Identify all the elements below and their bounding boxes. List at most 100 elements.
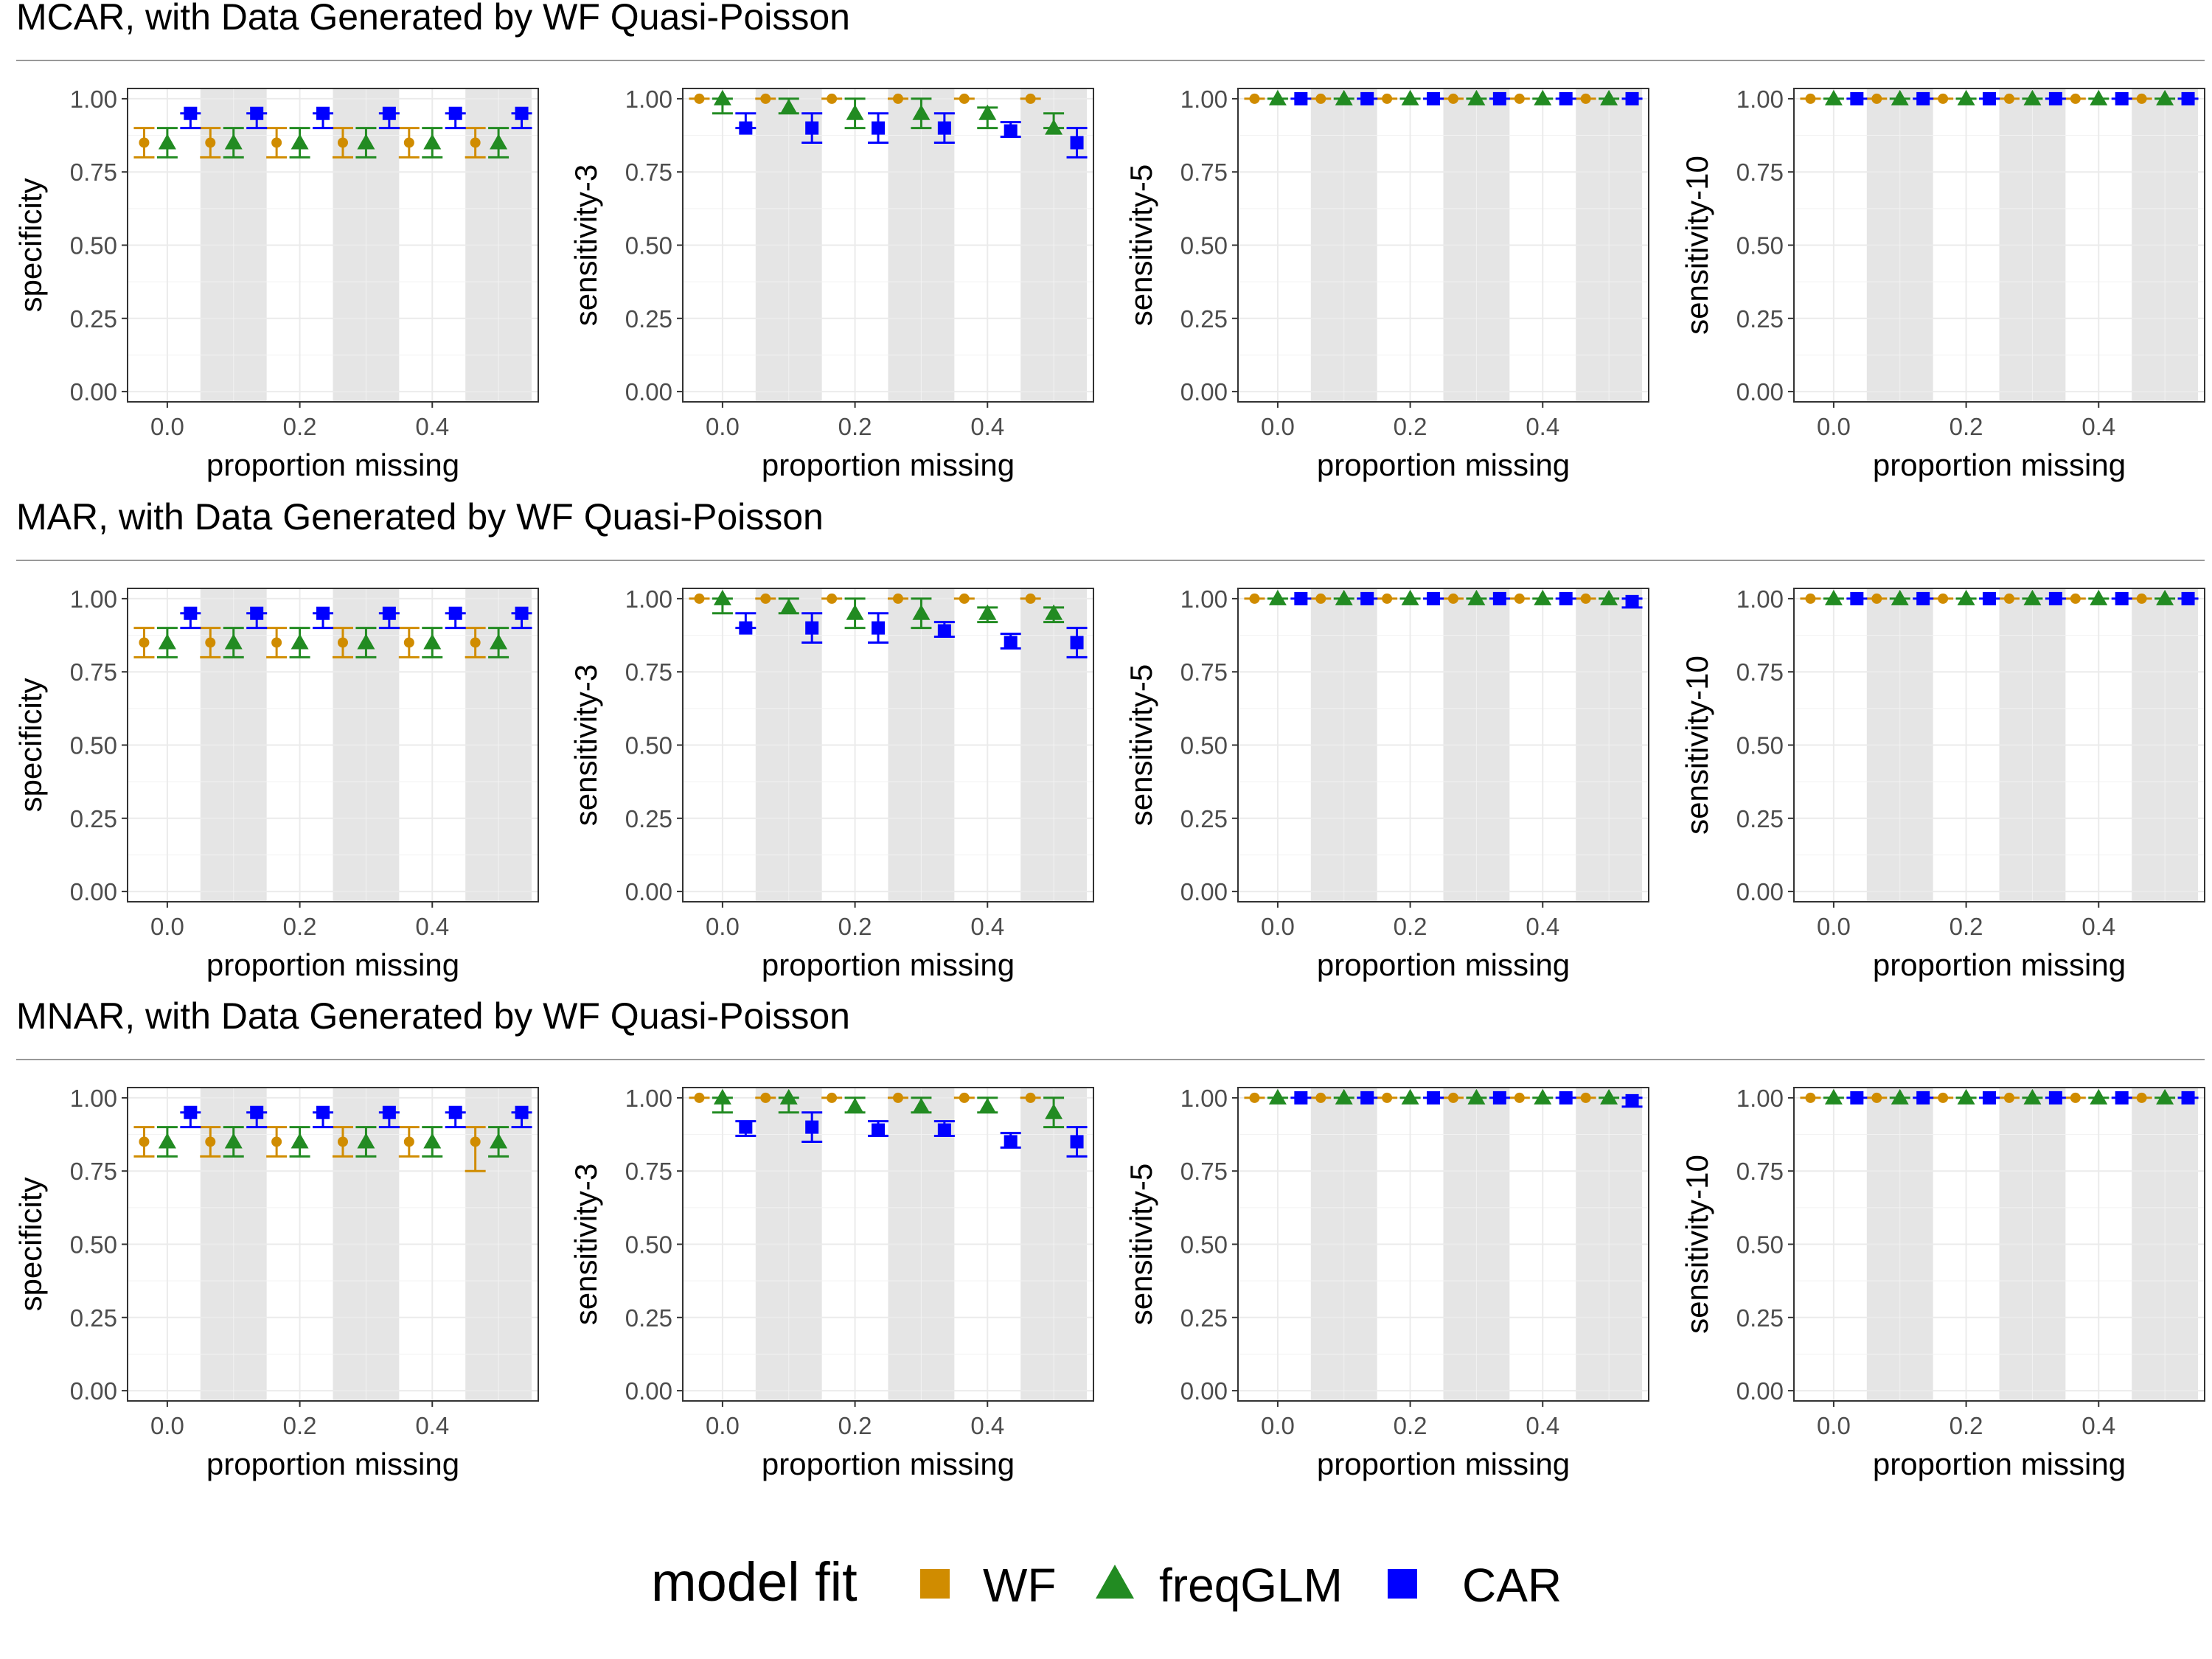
point-triangle (779, 1088, 798, 1105)
series-WF (1800, 1092, 2152, 1103)
y-tick-label: 0.00 (70, 878, 117, 905)
point-square (184, 106, 198, 120)
y-tick-label: 0.00 (1736, 1377, 1784, 1405)
point-circle (760, 1092, 771, 1103)
point-circle (2003, 593, 2014, 604)
series-freqGLM (156, 627, 509, 658)
series-CAR (180, 106, 532, 130)
point-circle (1871, 593, 1882, 604)
point-square (2048, 1091, 2062, 1105)
point-square (2115, 591, 2129, 605)
point-triangle (224, 1133, 243, 1149)
point-triangle (2156, 589, 2174, 605)
point-circle (1025, 93, 1036, 104)
point-circle (2003, 1092, 2014, 1103)
point-triangle (423, 133, 442, 150)
x-axis-title: proportion missing (1873, 947, 2126, 982)
point-circle (892, 1092, 903, 1103)
series-freqGLM (1267, 589, 1620, 605)
point-triangle (779, 598, 798, 614)
point-triangle (1401, 89, 1419, 105)
point-square (1983, 1091, 1997, 1105)
point-square (1004, 124, 1018, 138)
point-circle (1447, 593, 1458, 604)
point-circle (827, 593, 838, 604)
point-square (805, 121, 819, 135)
point-square (448, 606, 462, 620)
y-tick-label: 0.75 (1736, 159, 1784, 186)
point-square (2181, 591, 2195, 605)
series-WF (1244, 593, 1596, 604)
point-square (1427, 91, 1441, 105)
series-WF (689, 1092, 1041, 1103)
panel-sensitivity-10: 0.00 0.25 0.50 0.75 1.00 0.0 0.2 0.4 proportion … (1680, 86, 2205, 482)
point-square (316, 606, 330, 620)
point-triangle (713, 89, 731, 105)
point-circle (1805, 593, 1816, 604)
point-circle (694, 1092, 705, 1103)
x-axis-title: proportion missing (206, 1447, 459, 1481)
x-tick-label: 0.0 (706, 413, 740, 440)
point-circle (1315, 593, 1326, 604)
point-square (2181, 1091, 2195, 1105)
series-freqGLM (712, 589, 1065, 630)
x-tick-label: 0.0 (1817, 1412, 1851, 1439)
x-tick-label: 0.0 (1817, 413, 1851, 440)
point-triangle (1045, 604, 1063, 620)
legend-items: WF freqGLM CAR (920, 1559, 1562, 1612)
series-freqGLM (1823, 1088, 2176, 1105)
panel-sensitivity-3: 0.00 0.25 0.50 0.75 1.00 0.0 0.2 0.4 proportion … (568, 585, 1094, 982)
row-title: MAR, with Data Generated by WF Quasi-Poi… (16, 496, 824, 538)
point-circle (1871, 93, 1882, 104)
point-triangle (158, 133, 176, 150)
series-WF (1244, 93, 1596, 104)
legend-key-freqglm-icon (1096, 1565, 1134, 1599)
y-tick-label: 0.25 (70, 805, 117, 832)
y-tick-label: 0.25 (1180, 305, 1228, 333)
point-triangle (158, 633, 176, 650)
legend-label: CAR (1462, 1559, 1562, 1612)
y-tick-label: 1.00 (625, 585, 672, 613)
x-tick-label: 0.4 (970, 413, 1004, 440)
point-square (515, 606, 529, 620)
y-axis-title: sensitivity-10 (1680, 156, 1714, 335)
y-tick-label: 0.25 (625, 805, 672, 832)
point-circle (403, 1136, 414, 1147)
x-tick-label: 0.2 (283, 913, 317, 940)
point-triangle (1268, 589, 1287, 605)
point-square (448, 106, 462, 120)
point-triangle (357, 633, 375, 650)
x-tick-label: 0.2 (1950, 1412, 1983, 1439)
series-WF (1800, 593, 2152, 604)
point-square (1559, 91, 1573, 105)
series-WF (689, 93, 1041, 104)
series-freqGLM (1267, 89, 1620, 105)
point-circle (1382, 93, 1393, 104)
point-triangle (1957, 589, 1975, 605)
series-CAR (735, 1111, 1088, 1158)
y-tick-label: 0.25 (1180, 805, 1228, 832)
row-2: MAR, with Data Generated by WF Quasi-Poi… (13, 496, 2205, 982)
point-triangle (713, 589, 731, 605)
point-triangle (1335, 1088, 1353, 1105)
point-square (1004, 636, 1018, 650)
x-axis-title: proportion missing (206, 448, 459, 482)
point-triangle (1045, 119, 1063, 135)
point-triangle (846, 104, 864, 120)
x-tick-label: 0.2 (1394, 1412, 1427, 1439)
point-circle (1447, 1092, 1458, 1103)
series-freqGLM (1823, 589, 2176, 605)
point-circle (892, 593, 903, 604)
point-square (184, 606, 198, 620)
point-square (1559, 591, 1573, 605)
series-CAR (1846, 1091, 2199, 1105)
point-triangle (1335, 89, 1353, 105)
point-triangle (1824, 589, 1843, 605)
point-circle (959, 1092, 970, 1103)
point-triangle (1401, 589, 1419, 605)
point-triangle (2156, 89, 2174, 105)
point-circle (1514, 593, 1525, 604)
series-CAR (735, 112, 1088, 159)
point-circle (1580, 93, 1591, 104)
y-tick-label: 0.25 (1180, 1304, 1228, 1332)
